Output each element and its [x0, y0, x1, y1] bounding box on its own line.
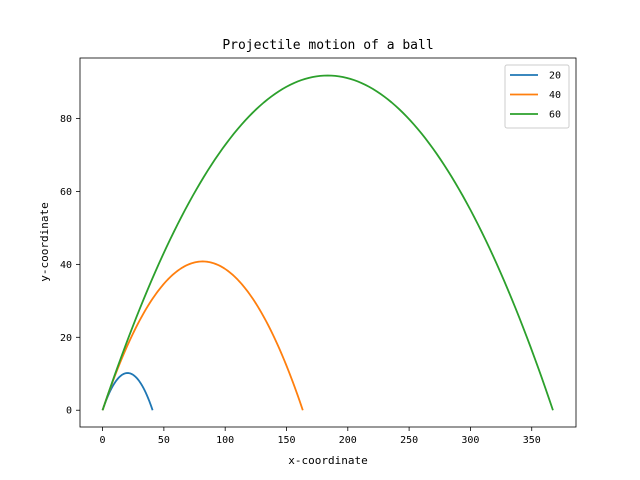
x-tick-label-350: 350 [523, 435, 541, 446]
series-line-60 [101, 74, 554, 411]
y-tick-label-60: 60 [60, 187, 72, 198]
y-axis-label: y-coordinate [38, 202, 51, 281]
x-tick-label-200: 200 [339, 435, 357, 446]
plot-area [101, 74, 554, 411]
y-tick-label-0: 0 [66, 406, 72, 417]
x-tick-label-250: 250 [400, 435, 418, 446]
x-axis-ticks: 0 50 100 150 200 250 300 350 [100, 427, 541, 446]
y-tick-label-20: 20 [60, 333, 72, 344]
x-tick-label-0: 0 [100, 435, 106, 446]
series-line-40 [101, 260, 304, 411]
y-tick-label-40: 40 [60, 260, 72, 271]
x-tick-label-100: 100 [216, 435, 234, 446]
legend-box [504, 64, 570, 129]
legend-label-60: 60 [549, 110, 561, 121]
axes-frame [79, 57, 577, 428]
series-line-20 [101, 372, 154, 411]
legend: 20 40 60 [504, 64, 570, 129]
legend-label-40: 40 [549, 90, 561, 101]
x-axis-label: x-coordinate [288, 454, 367, 467]
x-tick-label-300: 300 [461, 435, 479, 446]
x-tick-label-50: 50 [158, 435, 170, 446]
chart-title: Projectile motion of a ball [222, 38, 433, 53]
x-tick-label-150: 150 [277, 435, 295, 446]
y-tick-label-80: 80 [60, 114, 72, 125]
y-axis-ticks: 0 20 40 60 80 [60, 114, 80, 417]
legend-label-20: 20 [549, 71, 561, 82]
